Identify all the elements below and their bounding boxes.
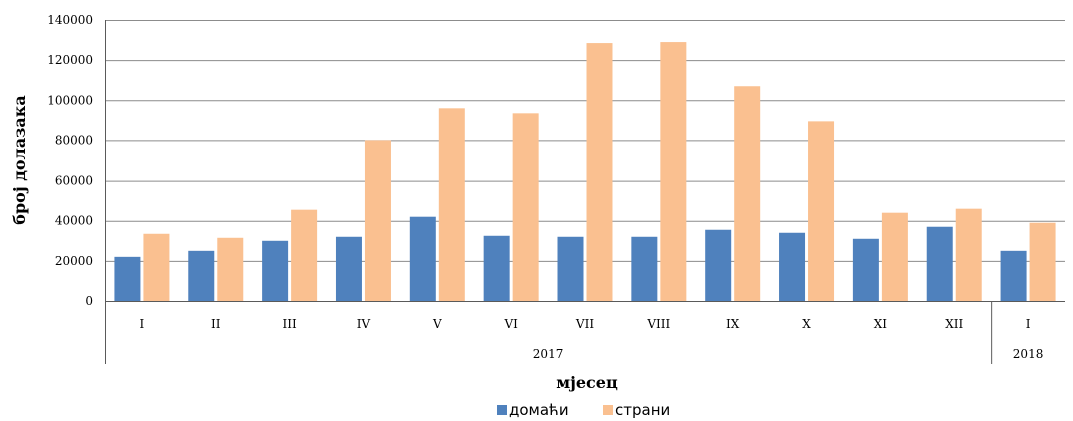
bar-domestic [114, 257, 140, 301]
bar-domestic [336, 237, 362, 301]
x-tick-label: II [211, 317, 221, 331]
bar-domestic [484, 236, 510, 301]
y-tick-label: 0 [85, 294, 93, 308]
bar-foreign [365, 140, 391, 301]
legend-label: домаћи [509, 401, 569, 419]
y-tick-label: 120000 [47, 53, 93, 67]
bar-foreign [1030, 223, 1056, 301]
bar-foreign [734, 86, 760, 301]
y-tick-label: 100000 [47, 93, 93, 107]
legend: домаћи страни [497, 401, 670, 419]
y-tick-label: 140000 [47, 13, 93, 27]
bar-domestic [1001, 251, 1027, 301]
y-tick-label: 20000 [55, 254, 93, 268]
year-group-labels: 2017 2018 [533, 347, 1044, 361]
bars [114, 42, 1055, 301]
y-tick-labels: 0 20000 40000 60000 80000 100000 120000 140000 [47, 13, 93, 308]
bar-foreign [291, 210, 317, 301]
bar-domestic [410, 217, 436, 301]
legend-swatch [603, 405, 613, 415]
bar-foreign [217, 238, 243, 301]
x-tick-label: IX [726, 317, 740, 331]
bar-domestic [631, 237, 657, 301]
bar-domestic [262, 241, 288, 301]
bar-domestic [705, 230, 731, 301]
x-tick-label: I [1026, 317, 1031, 331]
x-tick-label: III [282, 317, 296, 331]
bar-foreign [587, 43, 613, 301]
legend-swatch [497, 405, 507, 415]
x-axis-title: мјесец [556, 373, 618, 392]
x-tick-label: VII [575, 317, 594, 331]
x-tick-labels: I II III IV V VI VII VIII IX X XI XII I [140, 317, 1031, 331]
x-tick-label: XI [874, 317, 888, 331]
x-tick-label: X [802, 317, 811, 331]
x-tick-label: IV [357, 317, 371, 331]
y-axis-title: број долазака [10, 95, 29, 224]
bar-foreign [439, 108, 465, 301]
x-tick-label: XII [945, 317, 963, 331]
bar-foreign [660, 42, 686, 301]
year-label: 2017 [533, 347, 564, 361]
axes [105, 20, 1065, 364]
bar-foreign [513, 113, 539, 301]
bar-domestic [927, 227, 953, 301]
year-label: 2018 [1013, 347, 1044, 361]
bar-foreign [143, 234, 169, 301]
bar-domestic [779, 233, 805, 301]
y-tick-label: 40000 [55, 214, 93, 228]
legend-label: страни [615, 401, 670, 419]
bar-foreign [808, 121, 834, 301]
bar-foreign [956, 209, 982, 301]
x-tick-label: I [140, 317, 145, 331]
x-tick-label: VIII [646, 317, 670, 331]
x-tick-label: VI [503, 317, 518, 331]
x-tick-label: V [432, 317, 442, 331]
y-tick-label: 80000 [55, 133, 93, 147]
bar-domestic [188, 251, 214, 301]
bar-foreign [882, 213, 908, 301]
y-tick-label: 60000 [55, 174, 93, 188]
grid-lines [105, 21, 1065, 302]
bar-domestic [853, 239, 879, 301]
bar-domestic [558, 237, 584, 301]
